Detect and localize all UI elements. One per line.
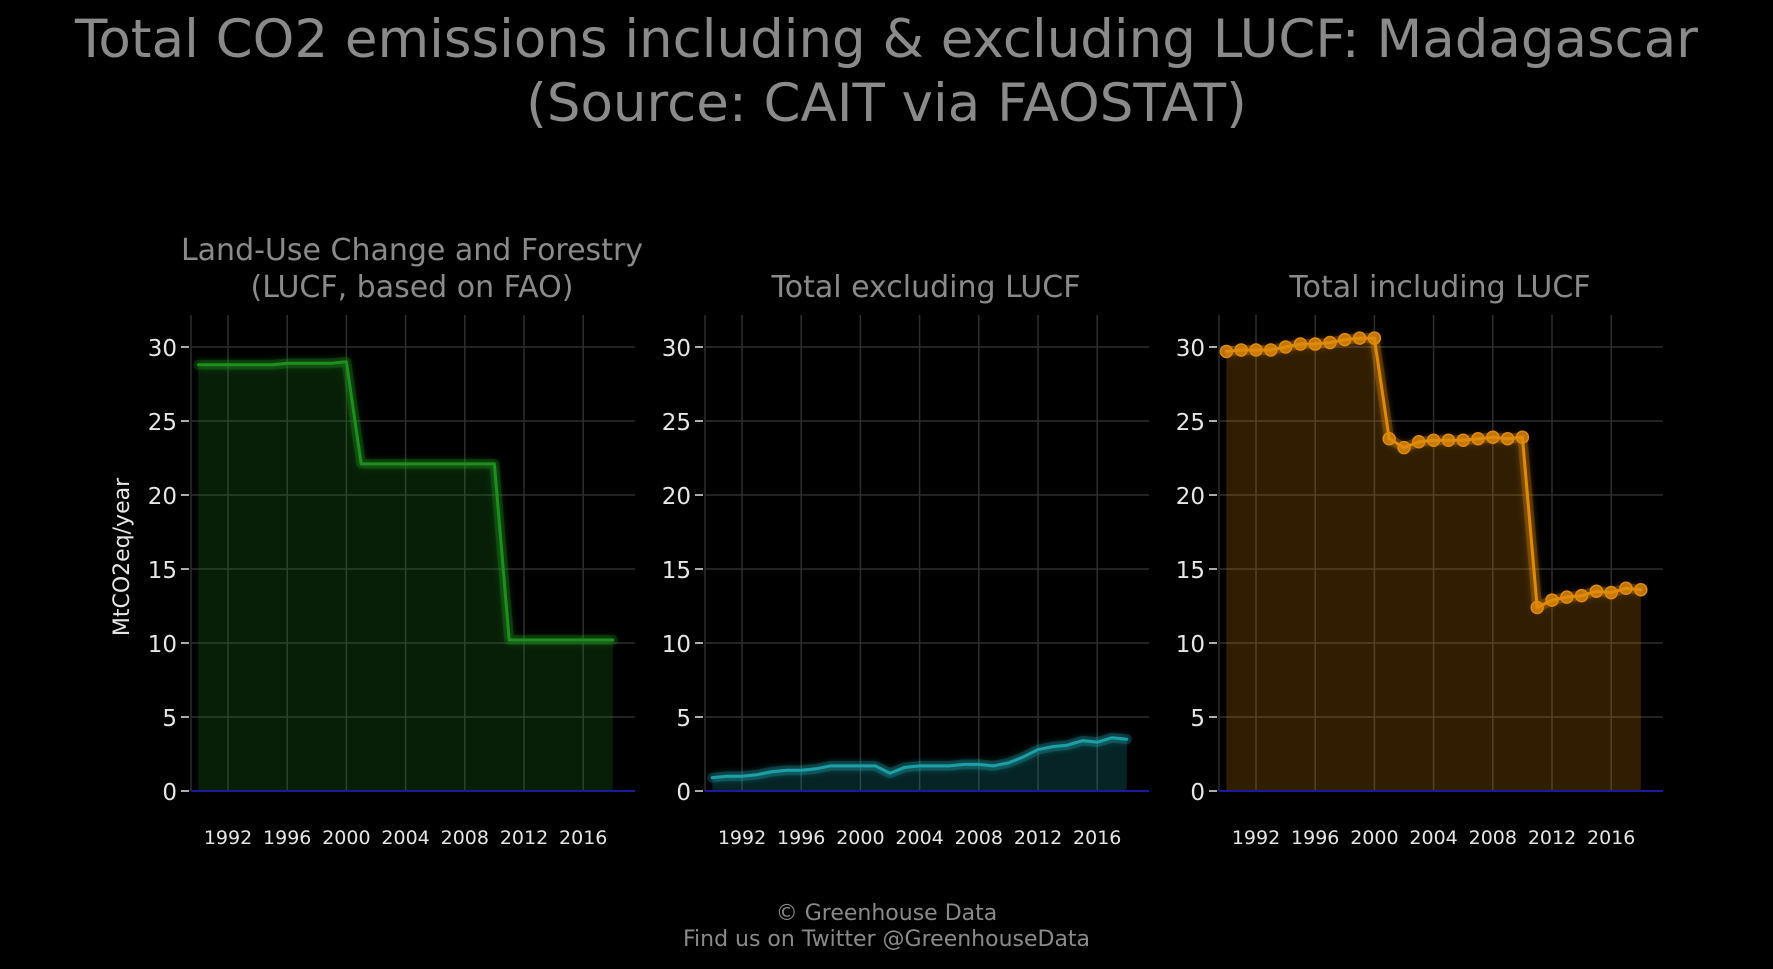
x-tick-label: 2008 <box>1469 827 1517 849</box>
x-tick-label: 1992 <box>718 827 766 849</box>
data-point <box>1308 337 1322 351</box>
x-tick-label: 1992 <box>1232 827 1280 849</box>
y-tick-label: 15 <box>1176 558 1205 584</box>
footer: © Greenhouse Data Find us on Twitter @Gr… <box>0 901 1773 953</box>
x-tick-label: 2004 <box>895 827 943 849</box>
data-point <box>1278 340 1293 354</box>
panel-total-excluding-lucf: 0 5 10 15 20 25 30 1992 1996 2000 2004 2008 2012 2016 <box>662 315 1149 849</box>
data-point <box>1441 433 1456 447</box>
panel-lucf: 0 5 10 15 20 25 30 1992 1996 2000 2004 2008 2012 2016… <box>110 315 635 849</box>
y-tick-label: 30 <box>148 336 177 362</box>
data-point <box>1234 343 1248 357</box>
chart-title: Total CO2 emissions including & excludin… <box>0 8 1773 136</box>
x-tick-label: 1992 <box>204 827 252 849</box>
data-point <box>1604 585 1618 600</box>
y-tick-label: 10 <box>662 632 691 658</box>
x-tick-label: 2012 <box>500 827 548 849</box>
series-area <box>1226 338 1641 791</box>
x-tick-label: 1996 <box>777 827 825 849</box>
y-tick-label: 0 <box>1190 780 1205 806</box>
data-point <box>1338 332 1352 347</box>
y-tick-label: 5 <box>1190 706 1205 732</box>
x-tick-label: 2016 <box>559 827 607 849</box>
data-point <box>1500 432 1515 446</box>
x-tick-label: 2000 <box>836 827 884 849</box>
data-point <box>1589 584 1604 598</box>
footer-twitter: Find us on Twitter @GreenhouseData <box>682 927 1091 952</box>
y-tick-label: 20 <box>1176 484 1205 510</box>
panel-title-incl-line2: Total including LUCF <box>1289 270 1591 305</box>
data-point <box>1219 344 1234 359</box>
data-point <box>1397 440 1411 455</box>
data-point <box>1249 343 1263 357</box>
data-point <box>1560 590 1574 604</box>
data-point <box>1486 430 1500 445</box>
footer-copyright: © Greenhouse Data <box>775 901 998 926</box>
data-point <box>1574 588 1589 603</box>
y-tick-label: 20 <box>148 484 177 510</box>
panel-title-excl-line2: Total excluding LUCF <box>771 270 1081 305</box>
data-point <box>1412 434 1426 449</box>
y-tick-label: 25 <box>662 410 691 436</box>
series-line <box>710 736 1129 780</box>
x-tick-label: 2012 <box>1528 827 1576 849</box>
data-point <box>1293 337 1308 351</box>
y-tick-label: 15 <box>148 558 177 584</box>
x-tick-label: 2016 <box>1073 827 1121 849</box>
y-tick-label: 30 <box>662 336 691 362</box>
x-tick-label: 2008 <box>441 827 489 849</box>
panel-title-lucf: Land-Use Change and Forestry (LUCF, base… <box>112 232 712 306</box>
data-point <box>1382 432 1396 446</box>
data-point <box>1515 430 1530 445</box>
series-line <box>196 360 615 642</box>
x-tick-label: 2016 <box>1587 827 1635 849</box>
x-tick-label: 1996 <box>1291 827 1339 849</box>
y-tick-label: 15 <box>662 558 691 584</box>
chart-title-line2: (Source: CAIT via FAOSTAT) <box>526 73 1247 134</box>
y-tick-label: 5 <box>676 706 691 732</box>
x-tick-label: 2008 <box>955 827 1003 849</box>
x-tick-label: 2000 <box>1350 827 1398 849</box>
series-area <box>712 737 1127 791</box>
data-point <box>1426 433 1441 447</box>
x-tick-label: 2000 <box>322 827 370 849</box>
panel-title-lucf-line2: (LUCF, based on FAO) <box>250 270 574 305</box>
y-tick-label: 10 <box>1176 632 1205 658</box>
x-tick-label: 2004 <box>381 827 429 849</box>
y-tick-label: 30 <box>1176 336 1205 362</box>
data-point <box>1619 581 1633 595</box>
data-point <box>1471 432 1485 446</box>
x-tick-label: 1996 <box>263 827 311 849</box>
data-point <box>1352 331 1367 345</box>
chart-title-line1: Total CO2 emissions including & excludin… <box>75 9 1698 70</box>
y-tick-label: 25 <box>148 410 177 436</box>
data-point <box>1264 343 1278 357</box>
y-tick-label: 0 <box>676 780 691 806</box>
x-tick-label: 2012 <box>1014 827 1062 849</box>
y-axis-label: MtCO2eq/year <box>110 477 135 636</box>
y-tick-label: 20 <box>662 484 691 510</box>
panel-title-incl: Total including LUCF <box>1140 269 1740 306</box>
panel-title-lucf-line1: Land-Use Change and Forestry <box>180 233 644 268</box>
panel-title-excl: Total excluding LUCF <box>626 269 1226 306</box>
panel-total-including-lucf: 0 5 10 15 20 25 30 1992 1996 2000 2004 2008 2012 2016 <box>1176 315 1663 849</box>
data-point <box>1456 433 1470 447</box>
data-point <box>1634 582 1648 597</box>
series-area <box>198 361 613 791</box>
y-tick-label: 5 <box>162 706 177 732</box>
data-point <box>1530 600 1544 615</box>
x-tick-label: 2004 <box>1409 827 1457 849</box>
y-tick-label: 10 <box>148 632 177 658</box>
y-tick-label: 0 <box>162 780 177 806</box>
data-point <box>1545 593 1559 607</box>
data-point <box>1367 331 1382 345</box>
y-tick-label: 25 <box>1176 410 1205 436</box>
data-point <box>1323 335 1337 350</box>
